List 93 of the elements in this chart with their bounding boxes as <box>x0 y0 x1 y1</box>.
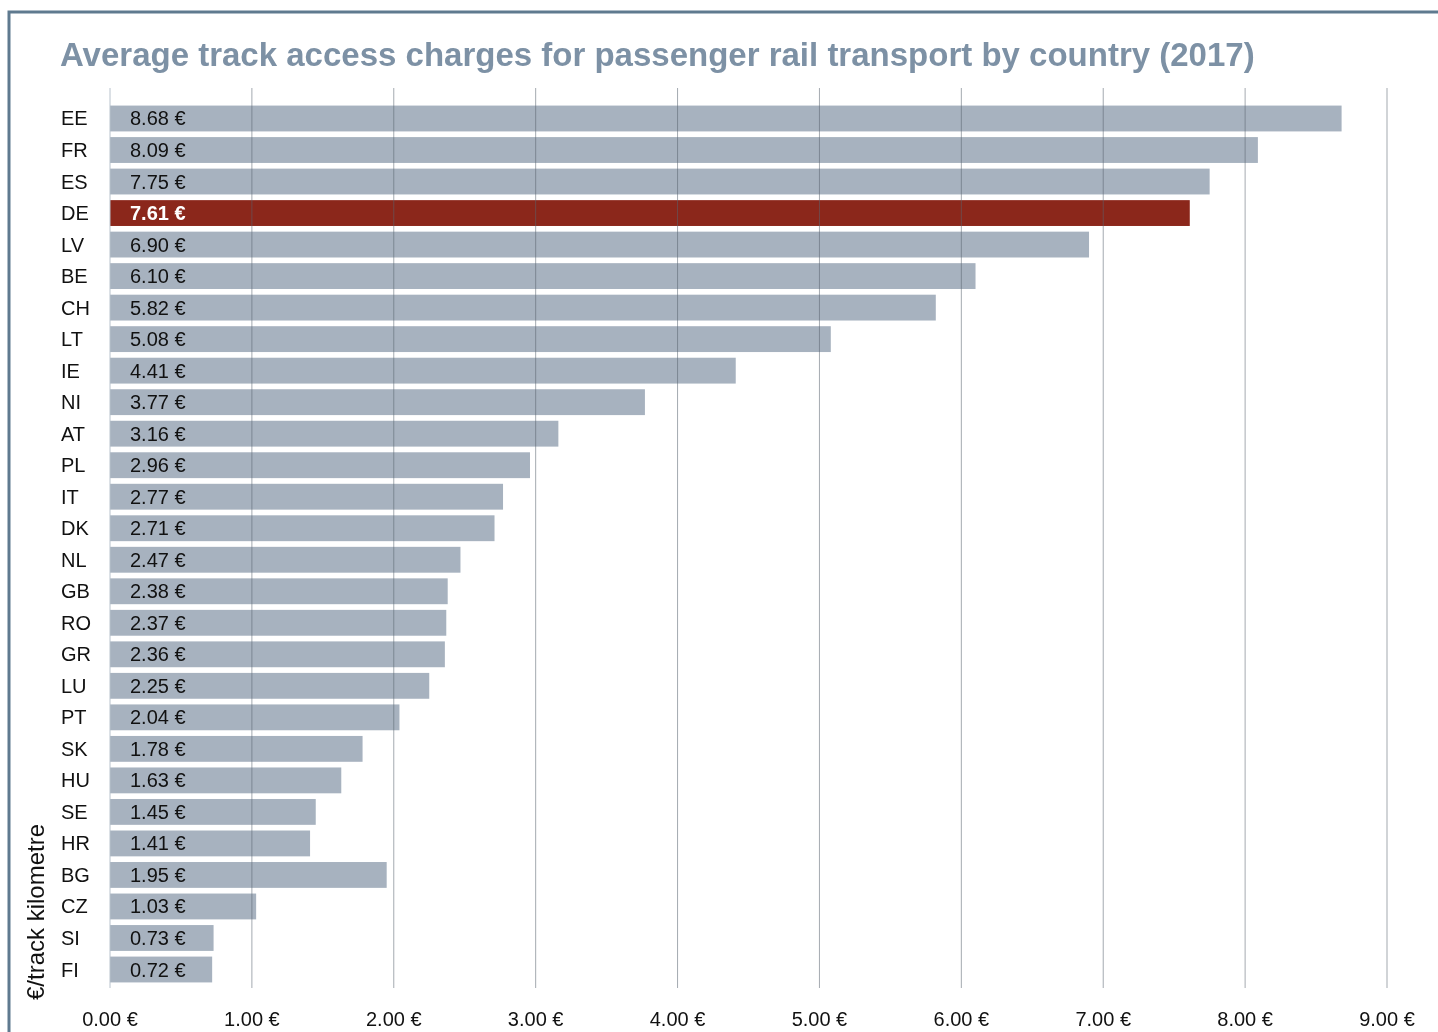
y-tick-label: CH <box>61 296 90 319</box>
y-tick-label: GB <box>61 580 90 603</box>
bar <box>110 798 316 825</box>
y-tick-label: RO <box>61 611 91 634</box>
y-tick-label: SI <box>61 926 80 949</box>
bar <box>110 294 936 321</box>
bar <box>110 862 387 888</box>
bar <box>110 200 1190 226</box>
bar <box>110 263 976 290</box>
y-tick-label: SE <box>61 800 88 823</box>
x-tick-label: 9.00 € <box>1359 1008 1415 1030</box>
y-tick-label: FR <box>61 139 88 162</box>
y-tick-label: IE <box>61 359 80 382</box>
x-tick-label: 1.00 € <box>224 1008 280 1030</box>
bar <box>110 515 495 542</box>
data-label: 2.25 € <box>130 674 186 697</box>
y-tick-label: LT <box>61 328 83 351</box>
bar <box>110 609 447 636</box>
y-tick-label: PL <box>61 454 86 477</box>
data-label: 2.96 € <box>130 454 186 477</box>
bar <box>110 578 448 605</box>
x-tick-label: 3.00 € <box>507 1008 564 1030</box>
data-label: 5.08 € <box>130 328 186 351</box>
data-label: 1.03 € <box>130 895 186 918</box>
y-tick-label: LU <box>61 674 87 697</box>
data-label: 1.78 € <box>130 737 186 760</box>
data-label: 6.10 € <box>130 265 186 288</box>
y-tick-label: NL <box>61 548 87 571</box>
bar <box>110 452 530 479</box>
data-label: 1.95 € <box>130 863 186 886</box>
bar <box>110 105 1342 132</box>
x-tick-label: 6.00 € <box>933 1008 990 1030</box>
y-tick-label: LV <box>61 233 85 256</box>
data-label: 2.04 € <box>130 706 186 729</box>
bar <box>110 767 342 794</box>
bar <box>110 326 831 353</box>
y-tick-label: GR <box>61 643 91 666</box>
y-tick-label: CZ <box>61 895 88 918</box>
x-tick-label: 4.00 € <box>649 1008 706 1030</box>
bar <box>110 483 504 510</box>
bar <box>110 168 1210 195</box>
y-tick-label: NI <box>61 391 81 414</box>
y-tick-label: EE <box>61 107 88 130</box>
bar <box>110 137 1258 163</box>
y-tick-label: BE <box>61 265 88 288</box>
y-tick-label: AT <box>61 422 86 445</box>
data-label: 8.09 € <box>130 139 186 162</box>
y-tick-label: IT <box>61 485 79 508</box>
y-tick-label: PT <box>61 706 87 729</box>
data-label: 0.72 € <box>130 958 186 981</box>
bar <box>110 357 736 384</box>
data-label: 1.45 € <box>130 800 186 823</box>
data-label: 2.36 € <box>130 643 186 666</box>
data-label: 3.16 € <box>130 422 186 445</box>
data-label: 2.71 € <box>130 517 186 540</box>
x-tick-label: 8.00 € <box>1217 1008 1273 1030</box>
x-tick-label: 0.00 € <box>82 1008 138 1030</box>
chart-title: Average track access charges for passenger rail transport by country (2017) <box>60 36 1255 73</box>
bar <box>110 704 400 731</box>
bar <box>110 420 559 447</box>
x-tick-label: 5.00 € <box>791 1008 848 1030</box>
bar <box>110 231 1090 258</box>
y-axis-title: €/track kilometre <box>22 823 49 1000</box>
data-label: 4.41 € <box>130 359 186 382</box>
data-label: 1.41 € <box>130 832 186 855</box>
data-label: 5.82 € <box>130 296 186 319</box>
data-label: 3.77 € <box>130 391 186 414</box>
data-label: 2.37 € <box>130 611 186 634</box>
y-tick-label: HU <box>61 769 90 792</box>
data-label: 2.47 € <box>130 548 186 571</box>
bar <box>110 830 311 857</box>
y-tick-label: HR <box>61 832 90 855</box>
bar <box>110 735 363 762</box>
bar <box>110 546 461 573</box>
data-label: 0.73 € <box>130 926 186 949</box>
x-tick-label: 7.00 € <box>1075 1008 1132 1030</box>
x-tick-label: 2.00 € <box>365 1008 422 1030</box>
data-label: 6.90 € <box>130 233 186 256</box>
y-tick-label: BG <box>61 863 90 886</box>
y-tick-label: SK <box>61 737 89 760</box>
y-tick-label: DE <box>61 202 89 225</box>
data-label: 1.63 € <box>130 769 186 792</box>
data-label: 7.75 € <box>130 170 186 193</box>
y-tick-label: FI <box>61 958 79 981</box>
bar <box>110 389 645 416</box>
y-tick-label: DK <box>61 517 90 540</box>
data-label: 2.77 € <box>130 485 186 508</box>
bar <box>110 641 445 668</box>
y-tick-label: ES <box>61 170 88 193</box>
data-label: 2.38 € <box>130 580 186 603</box>
data-label: 8.68 € <box>130 107 186 130</box>
data-label: 7.61 € <box>130 202 186 225</box>
bar <box>110 672 430 699</box>
